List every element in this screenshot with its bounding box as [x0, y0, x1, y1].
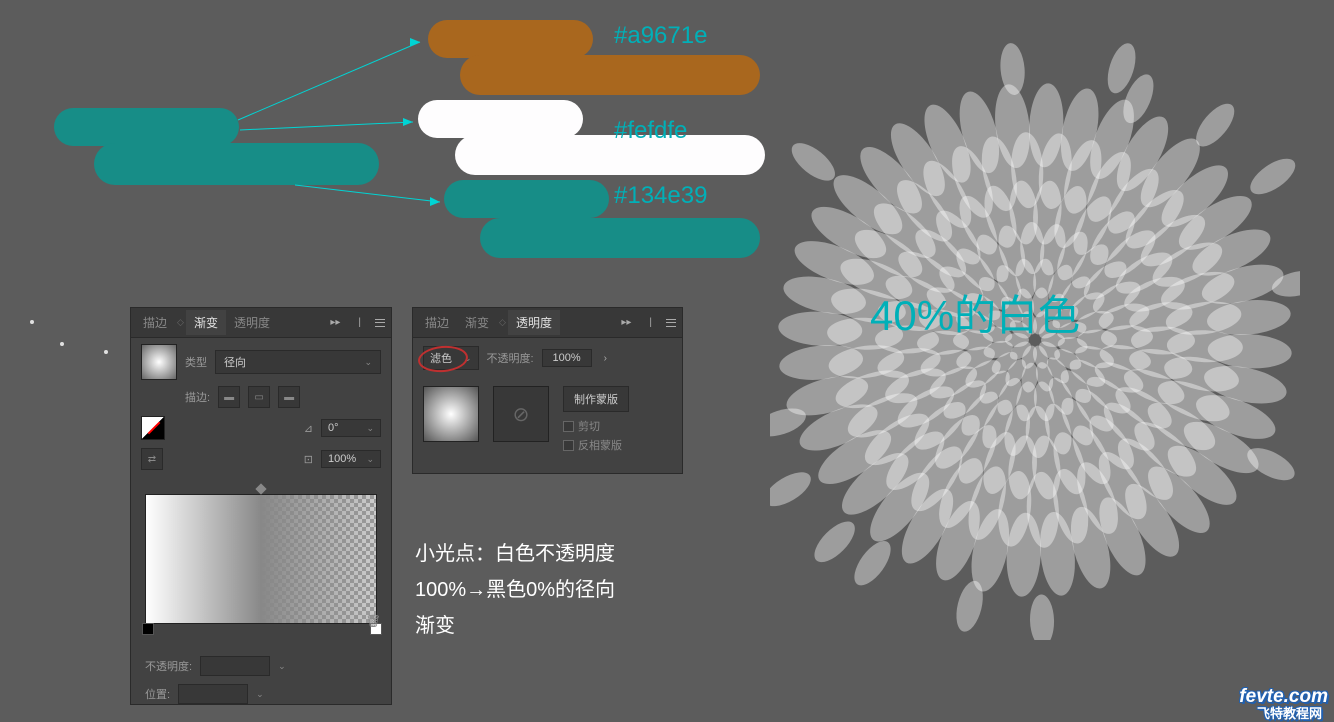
panel-tabs: 描边 ◇ 渐变 透明度 ▸▸ |: [131, 308, 391, 338]
gradient-stop-left[interactable]: [142, 623, 152, 637]
stroke-option-1[interactable]: ▬: [218, 386, 240, 408]
make-mask-button[interactable]: 制作蒙版: [563, 386, 629, 412]
gradient-swatch[interactable]: [141, 344, 177, 380]
select-arrow-icon: ⌄: [256, 689, 264, 700]
panel-tabs: 描边 渐变 ◇ 透明度 ▸▸ |: [413, 308, 682, 338]
select-arrow-icon: ⌄: [278, 661, 286, 672]
tab-gradient[interactable]: 渐变: [457, 310, 497, 335]
position-label: 位置:: [145, 686, 170, 702]
invert-label: 反相蒙版: [578, 437, 622, 453]
trash-icon[interactable]: 🗑: [366, 614, 381, 628]
opacity-stepper-icon[interactable]: ›: [600, 349, 611, 368]
mask-thumb[interactable]: ⊘: [493, 386, 549, 442]
annotation-line1: 小光点：白色不透明度: [415, 536, 615, 572]
tab-separator: ◇: [177, 317, 184, 328]
angle-input[interactable]: 0° ⌄: [321, 419, 381, 437]
light-dot: [104, 350, 108, 354]
select-arrow-icon: ⌄: [464, 353, 472, 364]
panel-separator: |: [643, 315, 658, 330]
color-hex-teal: #134e39: [614, 182, 707, 210]
watermark-sub: 飞特教程网: [1257, 703, 1322, 722]
gradient-type-select[interactable]: 径向 ⌄: [215, 350, 381, 374]
light-dot: [30, 320, 34, 324]
panel-collapse-icon[interactable]: ▸▸: [615, 315, 637, 330]
stop-position-input[interactable]: [178, 684, 248, 704]
stop-opacity-input[interactable]: [200, 656, 270, 676]
transparency-panel: 描边 渐变 ◇ 透明度 ▸▸ | 滤色 ⌄ 不透明度: 100% › ⊘ 制作蒙…: [412, 307, 683, 474]
gradient-type-value: 径向: [224, 354, 246, 370]
clip-checkbox[interactable]: [563, 421, 574, 432]
cloud-shape-teal2: [512, 206, 542, 228]
opacity-input[interactable]: 100%: [542, 349, 592, 367]
clip-label: 剪切: [578, 418, 600, 434]
cloud-shape-teal: [130, 132, 162, 156]
ratio-input[interactable]: 100% ⌄: [321, 450, 381, 468]
panel-menu-icon[interactable]: [373, 317, 387, 329]
blend-mode-select[interactable]: 滤色 ⌄: [423, 346, 479, 370]
color-hex-white: #fefdfe: [614, 117, 687, 145]
gradient-panel: 描边 ◇ 渐变 透明度 ▸▸ | 类型 径向 ⌄ 描边: ▬ ▭ ▬ ⊿ 0° …: [130, 307, 392, 705]
panel-menu-icon[interactable]: [664, 317, 678, 329]
stroke-label: 描边:: [185, 389, 210, 405]
select-arrow-icon: ⌄: [366, 454, 374, 465]
watermark: fevte.com 飞特教程网: [1239, 686, 1328, 708]
annotation-text: 小光点：白色不透明度 100%→黑色0%的径向 渐变: [415, 536, 615, 644]
cloud-shape-amber: [495, 46, 525, 68]
angle-icon: ⊿: [304, 422, 313, 435]
reverse-gradient-icon[interactable]: ⇄: [141, 448, 163, 470]
color-hex-amber: #a9671e: [614, 22, 707, 50]
stroke-option-2[interactable]: ▭: [248, 386, 270, 408]
annotation-line3: 渐变: [415, 608, 615, 644]
blend-mode-value: 滤色: [430, 350, 452, 366]
cloud-shape-white: [488, 126, 518, 148]
flower-opacity-label: 40%的白色: [870, 282, 1080, 343]
layer-thumb[interactable]: [423, 386, 479, 442]
type-label: 类型: [185, 354, 207, 370]
reverse-swatch[interactable]: [141, 416, 165, 440]
tab-transparency[interactable]: 透明度: [508, 310, 560, 335]
aspect-icon: ⊡: [304, 453, 313, 466]
gradient-slider[interactable]: [145, 494, 377, 624]
panel-separator: |: [352, 315, 367, 330]
tab-gradient[interactable]: 渐变: [186, 310, 226, 335]
annotation-line2: 100%→黑色0%的径向: [415, 572, 615, 608]
tab-transparency[interactable]: 透明度: [226, 310, 278, 335]
stroke-option-3[interactable]: ▬: [278, 386, 300, 408]
opacity-label: 不透明度:: [145, 658, 192, 674]
invert-checkbox[interactable]: [563, 440, 574, 451]
opacity-label: 不透明度:: [487, 350, 534, 366]
tab-stroke[interactable]: 描边: [417, 310, 457, 335]
tab-stroke[interactable]: 描边: [135, 310, 175, 335]
panel-collapse-icon[interactable]: ▸▸: [324, 315, 346, 330]
light-dot: [60, 342, 64, 346]
tab-separator: ◇: [499, 317, 506, 328]
select-arrow-icon: ⌄: [366, 423, 374, 434]
gradient-midpoint[interactable]: [255, 483, 266, 494]
select-arrow-icon: ⌄: [364, 357, 372, 368]
